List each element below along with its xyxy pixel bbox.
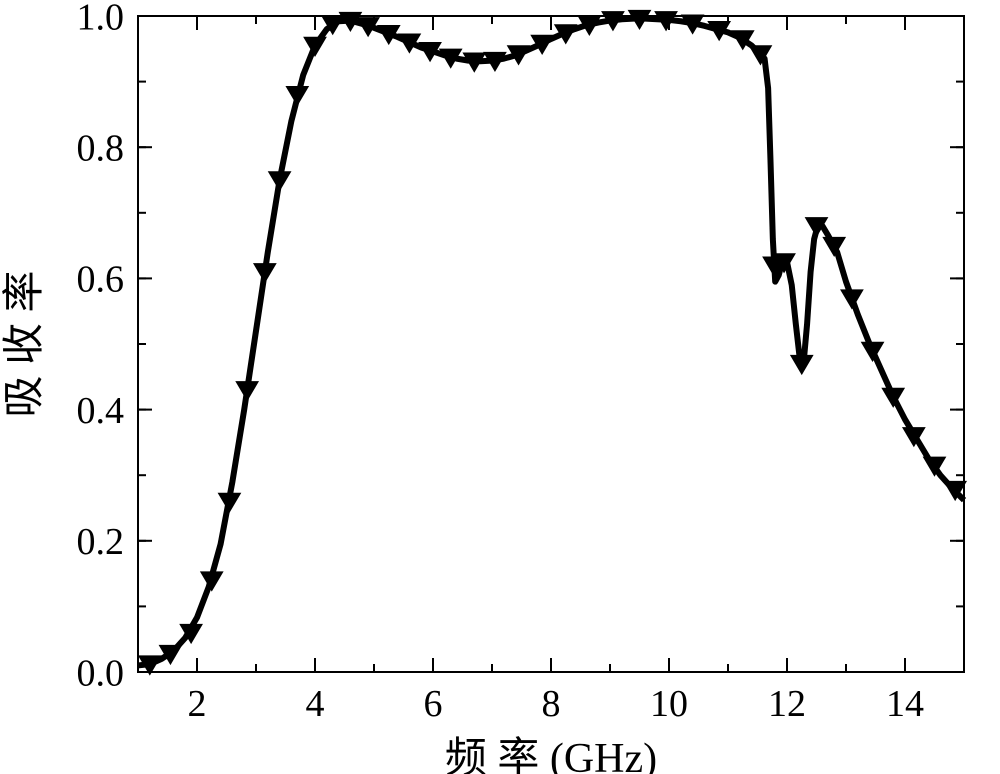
y-tick-label: 0.0: [77, 652, 125, 694]
absorption-chart: 2 4 6 8 10 12 14 0.0 0.2 0.4 0.6 0.8 1.0 频 率 (GHz) 吸 收…: [0, 0, 1000, 774]
x-tick-label: 8: [542, 683, 561, 725]
y-tick-label: 0.4: [77, 390, 125, 432]
x-tick-label: 14: [886, 683, 924, 725]
x-tick-label: 6: [424, 683, 443, 725]
y-axis-title: 吸 收 率: [1, 270, 48, 417]
x-tick-label: 4: [306, 683, 325, 725]
x-tick-label: 2: [188, 683, 207, 725]
y-tick-label: 1.0: [77, 0, 125, 38]
y-tick-label: 0.6: [77, 259, 125, 301]
y-tick-label: 0.8: [77, 128, 125, 170]
x-tick-label: 12: [768, 683, 806, 725]
x-tick-label: 10: [650, 683, 688, 725]
y-tick-label: 0.2: [77, 521, 125, 563]
x-axis-title: 频 率 (GHz): [445, 735, 657, 774]
